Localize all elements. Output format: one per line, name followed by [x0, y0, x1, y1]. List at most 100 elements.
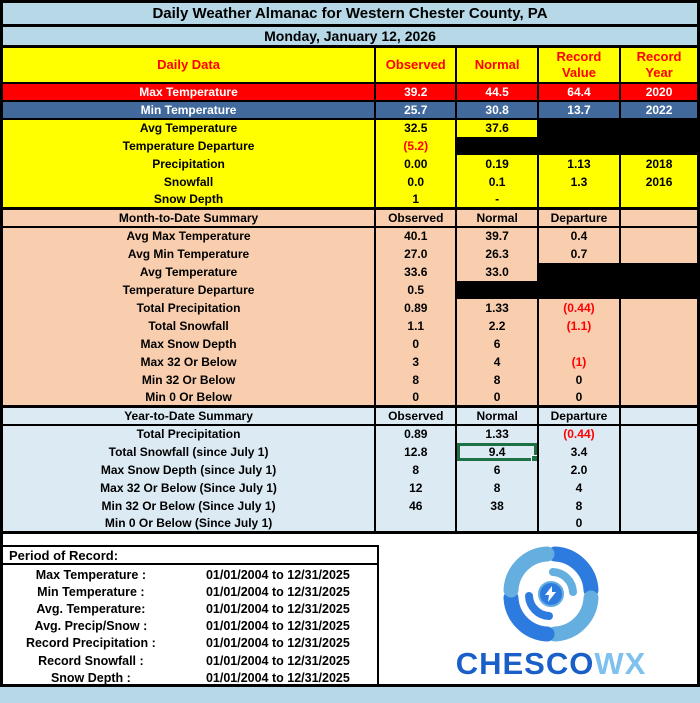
mtd-header-label[interactable]: Month-to-Date Summary — [1, 207, 376, 228]
row-label[interactable]: Temperature Departure — [122, 138, 255, 153]
cell-observed[interactable]: 8 — [374, 460, 457, 479]
cell-extra[interactable] — [619, 460, 699, 479]
cell-record-year[interactable]: 2022 — [619, 99, 699, 120]
column-header-observed[interactable]: Observed — [374, 45, 457, 84]
cell-observed[interactable]: 0.5 — [374, 280, 457, 299]
daily-header-label[interactable]: Daily Data — [1, 45, 376, 84]
cell-departure[interactable]: 0 — [536, 388, 621, 407]
row-label[interactable]: Snow Depth — [153, 191, 224, 206]
cell-normal[interactable]: 8 — [455, 478, 538, 497]
cell-observed[interactable]: 0.0 — [374, 172, 457, 191]
cell-departure[interactable]: 3.4 — [536, 442, 621, 461]
cell-observed[interactable]: 1.1 — [374, 316, 457, 335]
row-label[interactable]: Min 32 Or Below — [141, 372, 236, 387]
period-value[interactable]: 01/01/2004 to 12/31/2025 — [205, 567, 350, 582]
row-label[interactable]: Precipitation — [152, 156, 225, 171]
row-label[interactable]: Min Temperature — [1, 99, 376, 120]
cell-normal[interactable]: 0.19 — [455, 154, 538, 173]
cell-record-value[interactable]: 64.4 — [536, 81, 621, 102]
cell-extra[interactable] — [619, 352, 699, 371]
blacked-out-cell[interactable] — [455, 136, 538, 155]
cell-extra[interactable] — [619, 514, 699, 533]
period-value[interactable]: 01/01/2004 to 12/31/2025 — [205, 670, 350, 685]
period-value[interactable]: 01/01/2004 to 12/31/2025 — [205, 653, 350, 668]
cell-departure[interactable]: 8 — [536, 496, 621, 515]
cell-observed[interactable]: 0.00 — [374, 154, 457, 173]
cell-normal[interactable]: 38 — [455, 496, 538, 515]
row-label[interactable]: Avg Max Temperature — [126, 229, 251, 243]
cell-observed[interactable] — [374, 514, 457, 533]
cell-observed[interactable]: 46 — [374, 496, 457, 515]
column-header-observed[interactable]: Observed — [374, 405, 457, 426]
cell-observed[interactable]: 0.89 — [374, 298, 457, 317]
period-value[interactable]: 01/01/2004 to 12/31/2025 — [205, 584, 350, 599]
cell-observed[interactable]: 12.8 — [374, 442, 457, 461]
cell-normal[interactable]: 4 — [455, 352, 538, 371]
cell-normal[interactable]: 26.3 — [455, 244, 538, 263]
cell-extra[interactable] — [619, 496, 699, 515]
cell-record-value[interactable]: 1.3 — [536, 172, 621, 191]
period-of-record-title[interactable]: Period of Record: — [3, 545, 379, 565]
row-label[interactable]: Avg Min Temperature — [127, 246, 250, 261]
cell-extra[interactable] — [619, 244, 699, 263]
column-header-observed[interactable]: Observed — [374, 207, 457, 228]
period-label[interactable]: Record Precipitation : — [25, 636, 156, 651]
cell-departure[interactable]: (1) — [536, 352, 621, 371]
fill-handle[interactable] — [530, 454, 538, 461]
row-label[interactable]: Snowfall — [163, 174, 214, 189]
cell-departure[interactable]: 0.4 — [536, 226, 621, 245]
cell-departure[interactable]: 0 — [536, 514, 621, 533]
row-label[interactable]: Min 0 Or Below (Since July 1) — [104, 515, 273, 530]
cell-observed[interactable]: 39.2 — [374, 81, 457, 102]
cell-departure[interactable]: (1.1) — [536, 316, 621, 335]
cell-normal[interactable]: 6 — [455, 460, 538, 479]
cell-extra[interactable] — [619, 226, 699, 245]
cell-normal[interactable]: 2.2 — [455, 316, 538, 335]
cell-observed[interactable]: 40.1 — [374, 226, 457, 245]
column-header-departure[interactable]: Departure — [536, 207, 621, 228]
cell-record-value[interactable]: 13.7 — [536, 99, 621, 120]
cell-observed[interactable]: 0.89 — [374, 424, 457, 443]
cell-normal[interactable]: 6 — [455, 334, 538, 353]
cell-normal[interactable]: 39.7 — [455, 226, 538, 245]
row-label[interactable]: Min 32 Or Below (Since July 1) — [101, 498, 276, 513]
cell-normal[interactable] — [455, 514, 538, 533]
column-header-normal[interactable]: Normal — [455, 45, 538, 84]
cell-departure[interactable]: 2.0 — [536, 460, 621, 479]
cell-observed[interactable]: 12 — [374, 478, 457, 497]
row-label[interactable]: Max Snow Depth — [140, 336, 237, 351]
cell-extra[interactable] — [619, 316, 699, 335]
row-label[interactable]: Max Temperature — [1, 81, 376, 102]
cell-record-value[interactable] — [536, 190, 621, 209]
blacked-out-cell[interactable] — [536, 118, 621, 137]
row-label[interactable]: Min 0 Or Below — [145, 389, 232, 404]
cell-normal[interactable]: 8 — [455, 370, 538, 389]
period-label[interactable]: Min Temperature : — [37, 584, 145, 599]
cell-record-value[interactable]: 1.13 — [536, 154, 621, 173]
cell-observed[interactable]: 25.7 — [374, 99, 457, 120]
row-label[interactable]: Max Snow Depth (since July 1) — [100, 462, 277, 477]
cell-normal[interactable]: 0.1 — [455, 172, 538, 191]
cell-departure[interactable] — [536, 334, 621, 353]
row-label[interactable]: Total Snowfall (since July 1) — [108, 444, 269, 459]
cell-observed[interactable]: 0 — [374, 334, 457, 353]
cell-normal[interactable]: 1.33 — [455, 298, 538, 317]
blacked-out-cell[interactable] — [536, 136, 621, 155]
row-label[interactable]: Temperature Departure — [122, 282, 255, 297]
cell-observed[interactable]: 33.6 — [374, 262, 457, 281]
ytd-header-label[interactable]: Year-to-Date Summary — [1, 405, 376, 426]
cell-observed[interactable]: 1 — [374, 190, 457, 209]
blacked-out-cell[interactable] — [619, 262, 699, 281]
cell-normal[interactable]: 44.5 — [455, 81, 538, 102]
cell-departure[interactable]: 4 — [536, 478, 621, 497]
cell-departure[interactable]: (0.44) — [536, 424, 621, 443]
cell-extra[interactable] — [619, 442, 699, 461]
period-value[interactable]: 01/01/2004 to 12/31/2025 — [205, 601, 350, 616]
period-label[interactable]: Avg. Temperature: — [36, 601, 146, 616]
blacked-out-cell[interactable] — [619, 280, 699, 299]
page-title[interactable]: Daily Weather Almanac for Western Cheste… — [1, 1, 699, 27]
row-label[interactable]: Total Precipitation — [136, 427, 241, 441]
cell-normal[interactable]: 37.6 — [455, 118, 538, 137]
cell-normal[interactable]: - — [455, 190, 538, 209]
blacked-out-cell[interactable] — [536, 262, 621, 281]
